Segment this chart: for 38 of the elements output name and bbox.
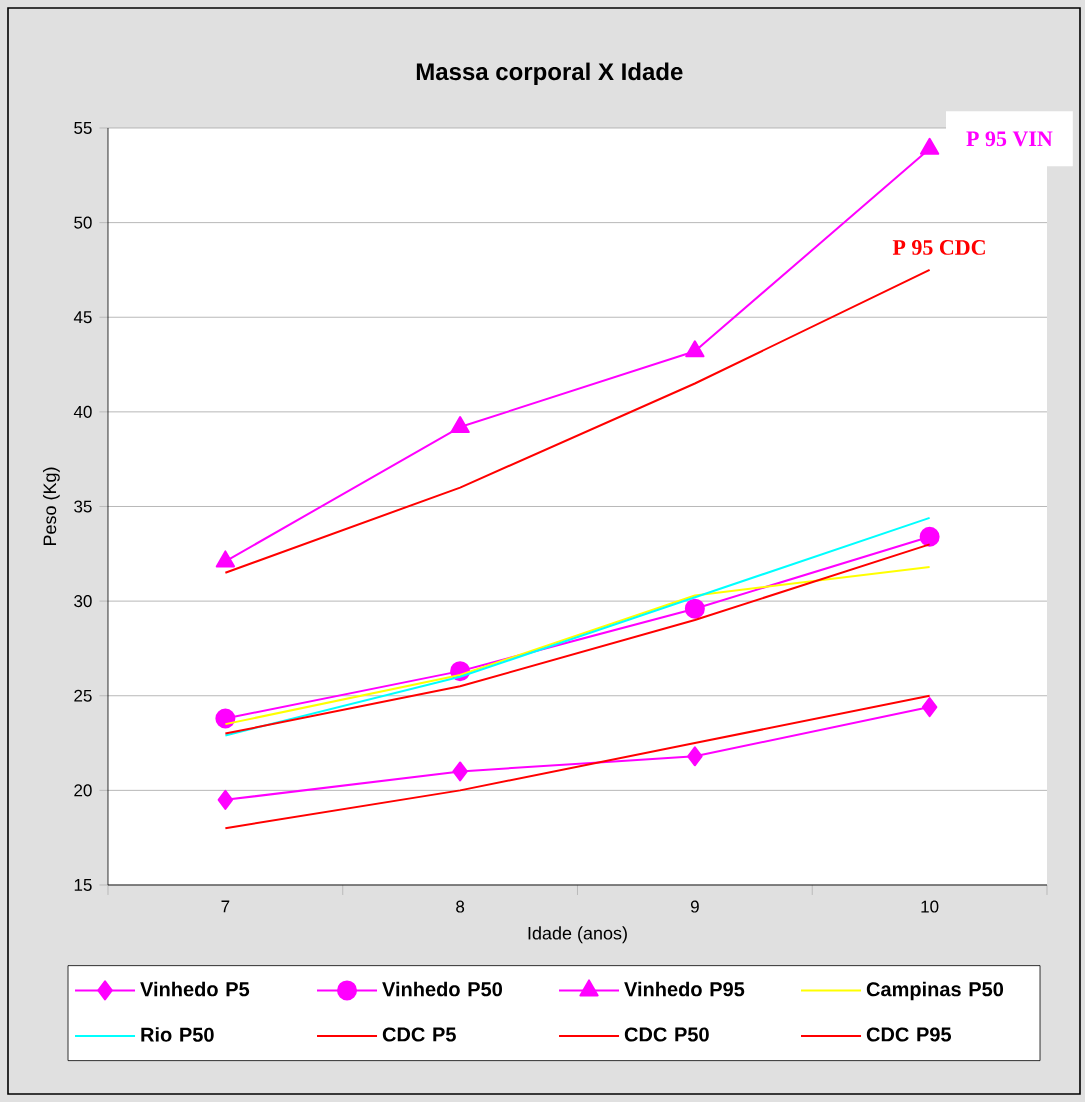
point xyxy=(685,340,705,358)
x-tick-label: 10 xyxy=(921,900,939,913)
x-axis-title: Idade (anos) xyxy=(528,926,627,944)
legend-label: Vinhedo P50 xyxy=(382,981,502,997)
point xyxy=(215,708,236,729)
legend-label: CDC P95 xyxy=(866,1027,952,1042)
point xyxy=(919,526,940,547)
y-tick-label: 20 xyxy=(74,784,92,797)
y-tick-label: 30 xyxy=(74,595,92,608)
y-tick-label: 55 xyxy=(74,122,92,134)
y-tick-label: 35 xyxy=(74,500,92,513)
legend-label: Campinas P50 xyxy=(866,981,1004,1001)
legend-label: Vinhedo P95 xyxy=(624,981,745,997)
point xyxy=(921,697,938,718)
point xyxy=(684,598,705,619)
point xyxy=(217,789,234,810)
x-tick-label: 8 xyxy=(456,900,465,913)
line-series xyxy=(224,268,931,574)
point xyxy=(215,550,236,568)
legend-label: Rio P50 xyxy=(141,1027,214,1042)
point xyxy=(687,746,703,767)
y-tick-label: 25 xyxy=(74,689,92,702)
point xyxy=(452,761,468,782)
annotation: P 95 VIN xyxy=(966,131,1053,147)
point xyxy=(450,416,470,434)
x-tick-label: 9 xyxy=(690,900,699,913)
annotation: P 95 CDC xyxy=(892,240,985,255)
legend-label: CDC P50 xyxy=(624,1027,709,1042)
y-tick-label: 50 xyxy=(74,216,92,229)
x-tick-label: 7 xyxy=(221,900,230,913)
y-tick-label: 45 xyxy=(73,311,92,324)
y-tick-label: 15 xyxy=(74,879,92,891)
legend-label: CDC P5 xyxy=(382,1027,456,1042)
chart-title: Massa corporal X Idade xyxy=(416,62,683,85)
y-tick-label: 40 xyxy=(73,405,92,418)
point xyxy=(919,137,940,155)
legend-label: Vinhedo P5 xyxy=(140,981,250,997)
y-axis-title: Peso (Kg) xyxy=(42,467,60,546)
